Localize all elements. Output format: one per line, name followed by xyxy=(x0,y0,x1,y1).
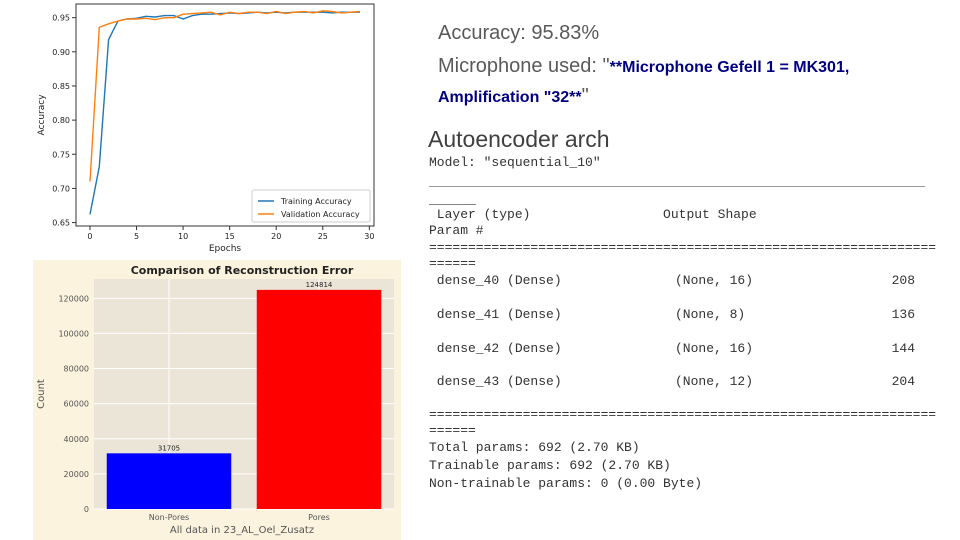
accuracy-y-tick-label: 0.80 xyxy=(52,116,70,125)
total-params: Total params: 692 (2.70 KB) xyxy=(429,440,640,455)
bar-y-tick-label: 60000 xyxy=(64,400,89,409)
microphone-quote-open: " xyxy=(602,55,610,77)
accuracy-y-tick-label: 0.95 xyxy=(52,14,70,23)
layer-row-params: 204 xyxy=(891,374,915,389)
bar-x-tick-label: Non-Pores xyxy=(149,513,189,522)
legend-label-training: Training Accuracy xyxy=(280,197,352,206)
accuracy-y-ticks: 0.65 0.70 0.75 0.80 0.85 0.90 0.95 xyxy=(52,14,76,228)
accuracy-x-tick-label: 0 xyxy=(87,232,92,241)
bar-value-label: 124814 xyxy=(306,281,333,289)
summary-eq-tail-bottom: ====== xyxy=(429,423,476,438)
bar-x-tick-label: Pores xyxy=(308,513,330,522)
reconstruction-error-chart: 0 20000 40000 60000 80000 100000 120000 31705 1… xyxy=(33,260,401,540)
layer-row-name: dense_43 (Dense) xyxy=(429,374,562,389)
trainable-params: Trainable params: 692 (2.70 KB) xyxy=(429,458,671,473)
accuracy-x-ticks: 0 5 10 15 20 25 30 xyxy=(87,226,374,241)
training-accuracy-line xyxy=(89,11,360,215)
bar-pores xyxy=(256,289,382,509)
accuracy-x-tick-label: 15 xyxy=(225,232,235,241)
model-name: Model: "sequential_10" xyxy=(429,155,601,170)
accuracy-readout: Accuracy: 95.83% xyxy=(438,22,600,44)
summary-rule-short: ______ xyxy=(429,192,476,207)
layer-row-params: 208 xyxy=(891,273,915,288)
bar-y-tick-label: 120000 xyxy=(58,294,89,303)
bar-y-tick-label: 100000 xyxy=(58,329,89,338)
summary-eq-rule-bottom: ========================================… xyxy=(429,407,937,422)
layer-row-name: dense_41 (Dense) xyxy=(429,307,562,322)
accuracy-x-tick-label: 25 xyxy=(318,232,328,241)
bar-non-pores xyxy=(106,453,232,509)
architecture-title: Autoencoder arch xyxy=(428,126,610,152)
layer-row-name: dense_42 (Dense) xyxy=(429,341,562,356)
accuracy-y-label: Accuracy xyxy=(37,94,47,136)
accuracy-x-tick-label: 30 xyxy=(364,232,374,241)
summary-eq-rule: ========================================… xyxy=(429,240,937,255)
accuracy-y-tick-label: 0.65 xyxy=(52,219,70,228)
non-trainable-params: Non-trainable params: 0 (0.00 Byte) xyxy=(429,476,703,491)
accuracy-y-tick-label: 0.90 xyxy=(52,48,70,57)
microphone-quote-close: " xyxy=(581,85,589,107)
bar-y-label: Count xyxy=(36,379,47,409)
bar-value-label: 31705 xyxy=(158,444,180,452)
accuracy-x-tick-label: 20 xyxy=(271,232,281,241)
bar-y-tick-label: 40000 xyxy=(64,435,89,444)
accuracy-y-tick-label: 0.85 xyxy=(52,82,70,91)
accuracy-y-tick-label: 0.75 xyxy=(52,150,70,159)
summary-eq-tail: ====== xyxy=(429,256,476,271)
bar-marks: 31705 124814 xyxy=(106,281,382,509)
layer-row-params: 144 xyxy=(891,341,915,356)
accuracy-legend: Training Accuracy Validation Accuracy xyxy=(251,189,371,223)
summary-top-rule xyxy=(429,186,925,187)
bar-chart-title: Comparison of Reconstruction Error xyxy=(131,264,354,277)
accuracy-x-tick-label: 5 xyxy=(134,232,139,241)
bar-y-ticks: 0 20000 40000 60000 80000 100000 120000 xyxy=(58,294,89,514)
bar-y-tick-label: 20000 xyxy=(64,470,89,479)
microphone-value: **Microphone Gefell 1 = MK301, Amplifica… xyxy=(438,59,850,106)
layer-row-shape: (None, 8) xyxy=(675,307,746,322)
layer-row-name: dense_40 (Dense) xyxy=(429,273,562,288)
bar-y-tick-label: 0 xyxy=(84,505,89,514)
validation-accuracy-line xyxy=(89,10,361,182)
bar-x-label: All data in 23_AL_Oel_Zusatz xyxy=(170,525,314,536)
accuracy-chart: 0.65 0.70 0.75 0.80 0.85 0.90 0.95 0 5 10 15 20 25 3… xyxy=(37,3,375,254)
legend-label-validation: Validation Accuracy xyxy=(281,210,360,219)
layer-row-shape: (None, 16) xyxy=(675,273,754,288)
layer-row-params: 136 xyxy=(891,307,915,322)
layer-row-shape: (None, 16) xyxy=(675,341,754,356)
layer-row-shape: (None, 12) xyxy=(675,374,754,389)
bar-y-tick-label: 80000 xyxy=(64,365,89,374)
microphone-label: Microphone used: xyxy=(438,55,603,77)
bar-x-ticks: Non-Pores Pores xyxy=(149,513,330,522)
microphone-info: Microphone used: "**Microphone Gefell 1 … xyxy=(438,52,938,112)
accuracy-series-lines xyxy=(89,10,361,215)
summary-header: Layer (type) Output Shape xyxy=(429,207,757,222)
accuracy-x-label: Epochs xyxy=(209,244,242,254)
summary-header-param: Param # xyxy=(429,223,484,238)
accuracy-plot-frame xyxy=(75,3,375,227)
accuracy-x-tick-label: 10 xyxy=(178,232,188,241)
accuracy-y-tick-label: 0.70 xyxy=(52,184,70,193)
